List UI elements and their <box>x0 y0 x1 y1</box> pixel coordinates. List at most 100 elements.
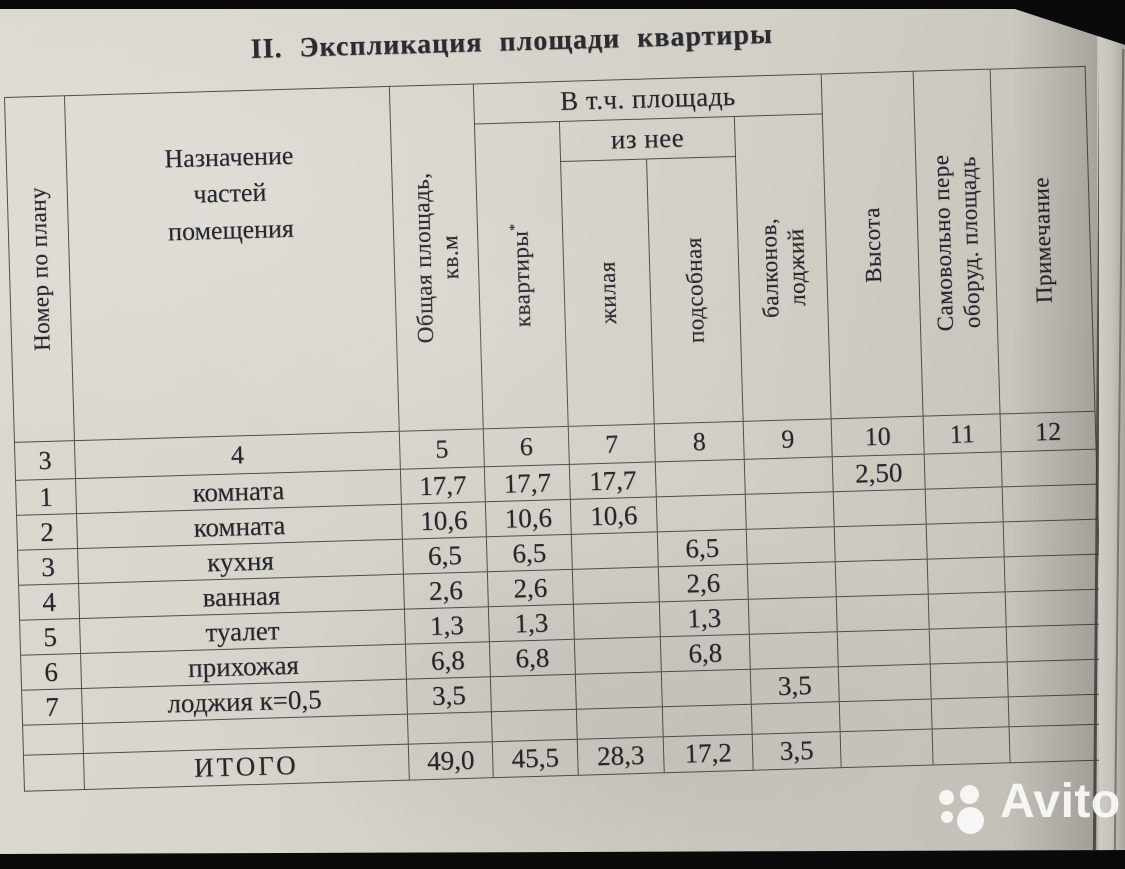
column-number-cell: 6 <box>483 426 570 467</box>
header-purpose-label: Назначение частей помещения <box>163 140 295 247</box>
cell-total-area: 6,8 <box>405 641 491 680</box>
empty-cell <box>491 709 578 742</box>
cell-unauthorized <box>926 521 1005 560</box>
column-number-cell: 3 <box>14 440 76 481</box>
cell-apartment-area: 6,5 <box>486 534 573 572</box>
cell-living-area <box>575 671 663 710</box>
column-number-cell: 7 <box>568 423 656 465</box>
header-unauthorized: Самовольно пере оборуд. площадь <box>913 69 1001 417</box>
page-title: II. Экспликация площади квартиры <box>250 18 774 65</box>
cell-aux-area <box>656 494 747 532</box>
cell-height <box>837 629 931 667</box>
cell-height <box>833 489 927 527</box>
cell-total-area: 10,6 <box>401 501 487 540</box>
cell-balcony-area <box>744 456 834 495</box>
header-total-area: Общая площадь, кв.м <box>389 83 484 432</box>
cell-note <box>1003 519 1100 557</box>
total-height <box>840 729 934 768</box>
cell-apartment-area: 2,6 <box>487 569 574 607</box>
header-apartment: квартиры* <box>474 121 569 429</box>
empty-cell <box>931 696 1010 730</box>
cell-apartment-area: 1,3 <box>488 604 575 642</box>
cell-note <box>1002 484 1099 522</box>
column-number-cell: 9 <box>743 418 833 460</box>
cell-apartment-area: 10,6 <box>485 499 572 537</box>
cell-apartment-area: 17,7 <box>484 464 571 502</box>
column-number-cell: 5 <box>399 428 485 470</box>
cell-note <box>1005 589 1102 627</box>
cell-balcony-area <box>746 526 836 565</box>
cell-aux-area: 6,5 <box>657 529 748 567</box>
cell-note <box>1001 449 1098 487</box>
header-of-it: из нее <box>559 116 736 162</box>
cell-apartment-area <box>490 674 577 712</box>
cell-total-area: 6,5 <box>402 536 488 575</box>
column-number-cell: 8 <box>654 421 745 462</box>
header-number-on-plan-label: Номер по плану <box>24 186 55 352</box>
cell-balcony-area <box>749 631 839 670</box>
cell-aux-area <box>655 459 746 497</box>
header-note-label: Примечание <box>1028 176 1057 304</box>
header-living: жилая <box>560 159 655 427</box>
cell-aux-area: 1,3 <box>659 599 750 637</box>
cell-note <box>1007 659 1104 697</box>
header-balcony: балконов, лоджий <box>734 113 832 422</box>
cell-living-area: 10,6 <box>570 496 658 535</box>
cell-plan-number: 1 <box>15 478 77 516</box>
total-total-area: 49,0 <box>408 741 494 781</box>
cell-unauthorized <box>930 661 1009 700</box>
total-unauthorized <box>932 726 1011 766</box>
cell-plan-number: 7 <box>21 688 83 726</box>
header-balcony-label: балконов, лоджий <box>755 217 810 319</box>
paper-sheet: II. Экспликация площади квартиры Номер п… <box>0 9 1125 854</box>
empty-cell <box>751 701 841 735</box>
empty-cell <box>576 706 664 740</box>
cell-height <box>838 664 932 702</box>
cell-total-area: 1,3 <box>404 606 490 645</box>
column-number-cell: 11 <box>923 413 1002 455</box>
total-living-area: 28,3 <box>577 736 665 776</box>
empty-cell <box>662 704 753 737</box>
column-number-cell: 12 <box>1000 411 1097 452</box>
header-note: Примечание <box>990 66 1096 414</box>
footnote-asterisk: * <box>506 223 523 232</box>
cell-unauthorized <box>925 486 1004 525</box>
cell-total-area: 3,5 <box>406 676 492 715</box>
cell-height: 2,50 <box>832 454 926 492</box>
cell-aux-area: 6,8 <box>660 634 751 672</box>
header-total-area-label: Общая площадь, кв.м <box>407 172 463 344</box>
column-number-cell: 10 <box>831 416 925 457</box>
cell-unauthorized <box>924 451 1003 490</box>
header-purpose: Назначение частей помещения <box>64 86 400 441</box>
explication-table: Номер по плану Назначение частей помещен… <box>4 66 1106 792</box>
cell-plan-number: 4 <box>18 583 80 621</box>
total-balcony-area: 3,5 <box>752 731 842 771</box>
cell-total-area: 17,7 <box>400 466 486 505</box>
cell-living-area <box>572 566 660 605</box>
total-aux-area: 17,2 <box>663 734 754 773</box>
cell-balcony-area <box>748 596 838 635</box>
cell-apartment-area: 6,8 <box>489 639 576 677</box>
page-edge-line <box>1113 49 1125 854</box>
cell-plan-number: 2 <box>16 513 78 551</box>
cell-living-area <box>573 601 661 640</box>
header-apartment-label: квартиры* <box>506 223 536 328</box>
cell-living-area <box>571 531 659 570</box>
total-apartment-area: 45,5 <box>492 739 579 778</box>
cell-unauthorized <box>927 556 1006 595</box>
cell-note <box>1006 624 1103 662</box>
empty-cell <box>1008 694 1105 727</box>
empty-cell <box>839 699 933 732</box>
cell-living-area <box>574 636 662 675</box>
cell-note <box>1004 554 1101 592</box>
cell-total-area: 2,6 <box>403 571 489 610</box>
cell-balcony-area <box>745 491 835 530</box>
cell-balcony-area: 3,5 <box>750 666 840 705</box>
cell-height <box>836 594 930 632</box>
document-content: II. Экспликация площади квартиры Номер п… <box>4 19 1106 792</box>
header-aux: подсобная <box>646 156 744 424</box>
cell-balcony-area <box>747 561 837 600</box>
cell-height <box>835 559 929 597</box>
cell-plan-number: 6 <box>20 653 82 691</box>
header-height: Высота <box>821 71 924 419</box>
